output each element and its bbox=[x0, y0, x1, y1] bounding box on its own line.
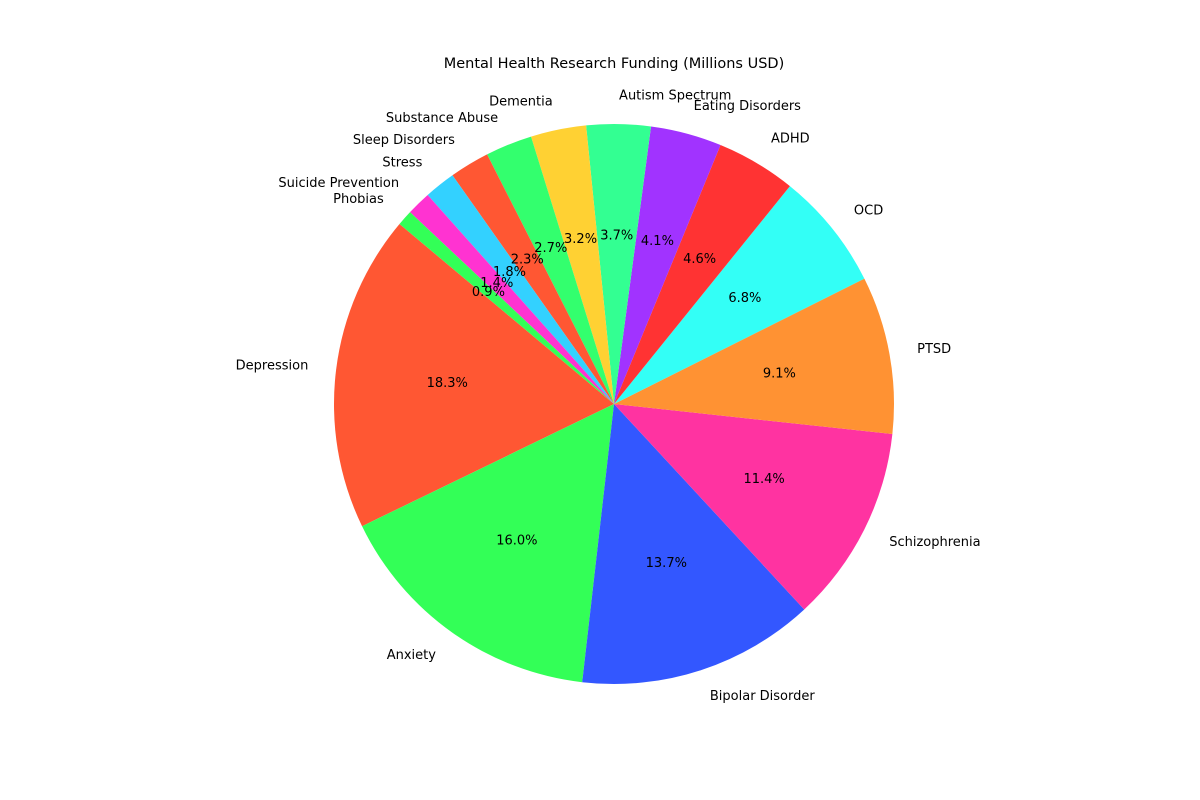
percent-label-eating-disorders: 4.1% bbox=[641, 234, 674, 249]
percent-label-autism-spectrum: 3.7% bbox=[600, 229, 633, 244]
slice-label-ocd: OCD bbox=[854, 203, 883, 218]
slice-label-adhd: ADHD bbox=[771, 132, 810, 147]
pie-slices bbox=[333, 123, 894, 684]
percent-label-dementia: 3.2% bbox=[564, 232, 597, 247]
pie-slice-autism-spectrum bbox=[586, 123, 652, 405]
percent-label-ocd: 6.8% bbox=[728, 291, 761, 306]
pie-slice-depression bbox=[333, 224, 614, 527]
pie-slice-suicide-prevention bbox=[410, 195, 614, 404]
percent-label-substance-abuse: 2.7% bbox=[534, 241, 567, 256]
percent-label-stress: 1.8% bbox=[493, 265, 526, 280]
slice-label-eating-disorders: Eating Disorders bbox=[694, 99, 802, 114]
pie-slice-ocd bbox=[614, 186, 865, 404]
pie-slice-schizophrenia bbox=[614, 404, 893, 610]
slice-label-suicide-prevention: Suicide Prevention bbox=[278, 176, 399, 191]
pie-slice-substance-abuse bbox=[487, 136, 614, 404]
percent-label-depression: 18.3% bbox=[427, 376, 468, 391]
slice-label-phobias: Phobias bbox=[333, 192, 384, 207]
slice-label-dementia: Dementia bbox=[489, 95, 553, 110]
slice-label-ptsd: PTSD bbox=[917, 342, 951, 357]
pie-slice-ptsd bbox=[614, 278, 894, 435]
pie-slice-adhd bbox=[614, 145, 790, 405]
slice-label-depression: Depression bbox=[236, 359, 309, 374]
pie-slice-anxiety bbox=[362, 404, 614, 683]
slice-label-schizophrenia: Schizophrenia bbox=[889, 535, 980, 550]
percent-label-anxiety: 16.0% bbox=[496, 534, 537, 549]
slice-label-stress: Stress bbox=[382, 155, 422, 170]
pie-slice-phobias bbox=[399, 212, 614, 404]
slice-label-sleep-disorders: Sleep Disorders bbox=[353, 133, 455, 148]
percent-label-sleep-disorders: 2.3% bbox=[511, 253, 544, 268]
slice-label-autism-spectrum: Autism Spectrum bbox=[619, 89, 731, 104]
pie-slice-eating-disorders bbox=[614, 126, 721, 405]
slice-label-anxiety: Anxiety bbox=[387, 648, 437, 663]
percent-label-ptsd: 9.1% bbox=[763, 367, 796, 382]
percent-label-schizophrenia: 11.4% bbox=[743, 472, 784, 487]
percent-label-bipolar-disorder: 13.7% bbox=[646, 556, 687, 571]
slice-label-bipolar-disorder: Bipolar Disorder bbox=[710, 689, 816, 704]
percent-labels: 18.3% 16.0% 13.7% 11.4% 9.1% 6.8% 4.6% 4.1% 3.7%… bbox=[427, 229, 796, 572]
pie-slice-sleep-disorders bbox=[452, 154, 614, 404]
pie-slice-stress bbox=[427, 175, 614, 404]
percent-label-suicide-prevention: 1.4% bbox=[480, 276, 513, 291]
percent-label-adhd: 4.6% bbox=[683, 252, 716, 267]
slice-label-substance-abuse: Substance Abuse bbox=[386, 111, 498, 126]
pie-slice-bipolar-disorder bbox=[582, 404, 805, 684]
slice-labels: Depression Anxiety Bipolar Disorder Schizop… bbox=[236, 89, 981, 705]
pie-slice-dementia bbox=[531, 125, 614, 404]
percent-label-phobias: 0.9% bbox=[472, 285, 505, 300]
chart-title: Mental Health Research Funding (Millions… bbox=[444, 56, 784, 72]
